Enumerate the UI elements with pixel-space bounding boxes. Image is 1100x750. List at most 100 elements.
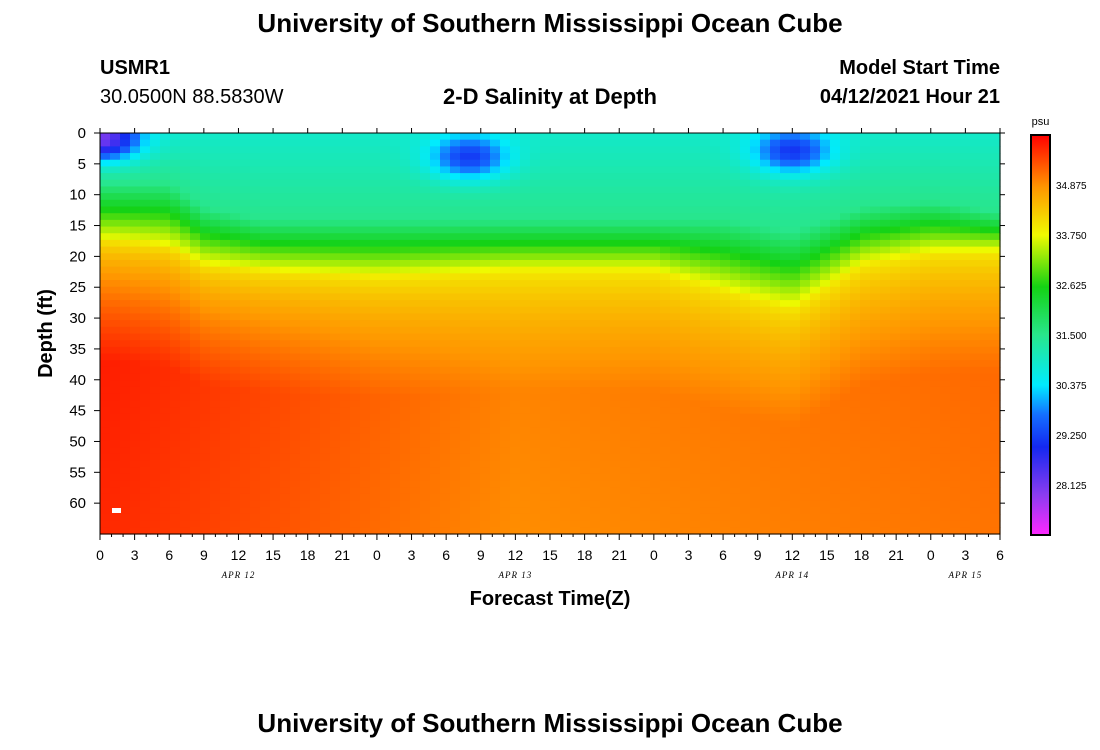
heatmap-cell bbox=[200, 139, 211, 147]
heatmap-cell bbox=[300, 433, 311, 442]
heatmap-cell bbox=[880, 280, 891, 288]
heatmap-cell bbox=[770, 313, 781, 321]
heatmap-cell bbox=[220, 239, 231, 248]
heatmap-cell bbox=[750, 199, 761, 208]
heatmap-cell bbox=[410, 286, 421, 294]
heatmap-cell bbox=[240, 346, 251, 355]
heatmap-cell bbox=[120, 153, 131, 161]
heatmap-cell bbox=[170, 300, 181, 308]
heatmap-cell bbox=[790, 153, 801, 161]
heatmap-cell bbox=[140, 133, 151, 141]
heatmap-cell bbox=[700, 493, 711, 502]
heatmap-cell bbox=[570, 493, 581, 502]
heatmap-cell bbox=[520, 293, 531, 301]
heatmap-cell bbox=[120, 233, 131, 241]
heatmap-cell bbox=[390, 380, 401, 388]
heatmap-cell bbox=[240, 380, 251, 388]
heatmap-cell bbox=[330, 233, 341, 241]
heatmap-cell bbox=[870, 373, 881, 381]
heatmap-cell bbox=[770, 280, 781, 288]
heatmap-cell bbox=[570, 520, 581, 528]
heatmap-cell bbox=[360, 413, 371, 421]
heatmap-cell bbox=[780, 313, 791, 321]
heatmap-cell bbox=[490, 133, 501, 141]
heatmap-cell bbox=[410, 413, 421, 421]
heatmap-cell bbox=[380, 346, 391, 355]
heatmap-cell bbox=[710, 313, 721, 321]
heatmap-cell bbox=[230, 253, 241, 261]
heatmap-cell bbox=[630, 433, 641, 442]
heatmap-cell bbox=[740, 447, 751, 455]
heatmap-cell bbox=[170, 453, 181, 462]
heatmap-cell bbox=[850, 427, 861, 435]
heatmap-cell bbox=[220, 346, 231, 355]
heatmap-cell bbox=[880, 186, 891, 194]
heatmap-cell bbox=[730, 199, 741, 208]
heatmap-cell bbox=[510, 199, 521, 208]
heatmap-cell bbox=[590, 433, 601, 442]
heatmap-cell bbox=[600, 193, 611, 201]
heatmap-cell bbox=[550, 273, 561, 281]
heatmap-cell bbox=[210, 440, 221, 448]
heatmap-cell bbox=[180, 407, 191, 415]
heatmap-cell bbox=[220, 280, 231, 288]
heatmap-cell bbox=[820, 280, 831, 288]
heatmap-cell bbox=[110, 407, 121, 415]
heatmap-cell bbox=[210, 493, 221, 502]
heatmap-cell bbox=[500, 199, 511, 208]
heatmap-cell bbox=[740, 500, 751, 508]
heatmap-cell bbox=[590, 179, 601, 188]
heatmap-cell bbox=[370, 460, 381, 468]
heatmap-cell bbox=[200, 453, 211, 462]
heatmap-cell bbox=[530, 507, 541, 515]
heatmap-cell bbox=[730, 393, 741, 401]
heatmap-cell bbox=[830, 206, 841, 214]
heatmap-cell bbox=[780, 467, 791, 475]
heatmap-cell bbox=[740, 186, 751, 194]
heatmap-cell bbox=[710, 460, 721, 468]
heatmap-cell bbox=[400, 280, 411, 288]
heatmap-cell bbox=[550, 286, 561, 294]
heatmap-cell bbox=[190, 346, 201, 355]
heatmap-cell bbox=[370, 513, 381, 522]
heatmap-cell bbox=[600, 273, 611, 281]
heatmap-cell bbox=[270, 286, 281, 294]
heatmap-cell bbox=[740, 460, 751, 468]
heatmap-cell bbox=[730, 186, 741, 194]
heatmap-cell bbox=[570, 427, 581, 435]
heatmap-cell bbox=[240, 460, 251, 468]
heatmap-cell bbox=[440, 386, 451, 395]
heatmap-cell bbox=[920, 360, 931, 368]
heatmap-cell bbox=[280, 326, 291, 335]
heatmap-cell bbox=[900, 493, 911, 502]
heatmap-cell bbox=[760, 280, 771, 288]
heatmap-cell bbox=[460, 333, 471, 341]
heatmap-cell bbox=[870, 460, 881, 468]
heatmap-cell bbox=[710, 306, 721, 315]
heatmap-cell bbox=[900, 219, 911, 228]
heatmap-cell bbox=[830, 239, 841, 248]
heatmap-cell bbox=[400, 360, 411, 368]
heatmap-cell bbox=[510, 453, 521, 462]
heatmap-cell bbox=[180, 306, 191, 315]
heatmap-cell bbox=[560, 360, 571, 368]
heatmap-cell bbox=[580, 239, 591, 248]
heatmap-cell bbox=[840, 473, 851, 482]
heatmap-cell bbox=[570, 366, 581, 375]
heatmap-cell bbox=[330, 440, 341, 448]
heatmap-cell bbox=[230, 159, 241, 168]
heatmap-cell bbox=[230, 400, 241, 408]
heatmap-cell bbox=[640, 386, 651, 395]
heatmap-cell bbox=[290, 239, 301, 248]
heatmap-cell bbox=[360, 206, 371, 214]
heatmap-cell bbox=[730, 173, 741, 181]
heatmap-cell bbox=[840, 306, 851, 315]
heatmap-cell bbox=[330, 293, 341, 301]
heatmap-cell bbox=[310, 306, 321, 315]
heatmap-cell bbox=[130, 166, 141, 174]
heatmap-cell bbox=[390, 420, 401, 428]
heatmap-cell bbox=[610, 239, 621, 248]
heatmap-cell bbox=[270, 500, 281, 508]
heatmap-cell bbox=[200, 487, 211, 495]
heatmap-cell bbox=[670, 407, 681, 415]
